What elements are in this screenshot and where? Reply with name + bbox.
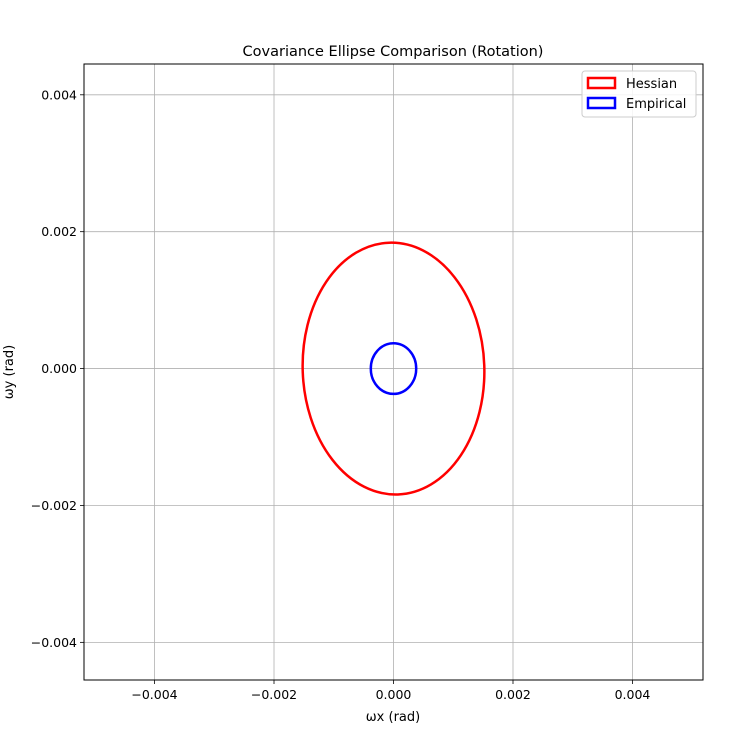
x-tick-label: 0.000 <box>376 687 412 702</box>
hessian-ellipse <box>301 241 486 496</box>
legend-swatch-empirical <box>586 96 617 110</box>
y-tick-label: −0.004 <box>31 635 77 650</box>
legend-swatch-hessian <box>586 76 617 90</box>
y-tick-label: 0.004 <box>41 87 77 102</box>
x-tick-label: −0.004 <box>131 687 177 702</box>
legend-box <box>581 70 697 118</box>
x-tick-label: −0.002 <box>251 687 297 702</box>
x-tick-label: 0.004 <box>615 687 651 702</box>
y-axis-label: ωy (rad) <box>2 345 17 399</box>
legend-label-empirical: Empirical <box>626 97 686 112</box>
y-tick-label: 0.002 <box>41 224 77 239</box>
x-axis-label: ωx (rad) <box>366 710 420 725</box>
x-axis-ticks: −0.004 −0.002 0.000 0.002 0.004 <box>131 680 650 702</box>
y-tick-label: −0.002 <box>31 498 77 513</box>
y-axis-ticks: −0.004 −0.002 0.000 0.002 0.004 <box>31 87 84 650</box>
plot-series <box>301 241 486 496</box>
empirical-ellipse <box>369 342 418 396</box>
y-tick-label: 0.000 <box>41 361 77 376</box>
legend: Hessian Empirical <box>581 70 697 118</box>
chart-title: Covariance Ellipse Comparison (Rotation) <box>243 44 544 60</box>
x-tick-label: 0.002 <box>495 687 531 702</box>
legend-label-hessian: Hessian <box>626 77 677 92</box>
